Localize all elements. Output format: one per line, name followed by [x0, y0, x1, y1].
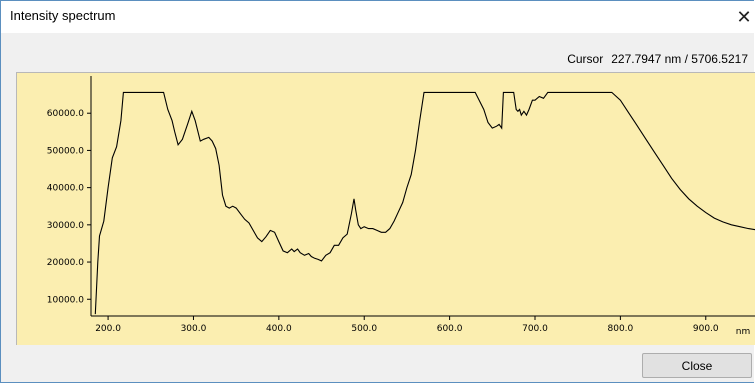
spectrum-chart-svg: 10000.0 20000.0 30000.0 40000.0 50000.0 60000… [47, 76, 755, 337]
y-tick-label: 20000.0 [47, 258, 84, 268]
x-tick-label: 200.0 [95, 324, 121, 334]
close-button[interactable]: Close [642, 353, 752, 378]
cursor-label: Cursor [567, 52, 604, 66]
close-icon[interactable]: ✕ [736, 7, 752, 27]
y-tick-label: 40000.0 [47, 184, 84, 194]
x-tick-label: 900.0 [693, 324, 719, 334]
title-bar: Intensity spectrum ✕ [1, 1, 755, 33]
x-tick-label: 600.0 [437, 324, 463, 334]
y-tick-label: 50000.0 [47, 146, 84, 156]
y-tick-label: 30000.0 [47, 221, 84, 231]
x-tick-label: 400.0 [266, 324, 292, 334]
spectrum-series-line [94, 91, 755, 315]
x-axis-unit-label: nm [736, 327, 750, 337]
x-tick-label: 800.0 [608, 324, 634, 334]
cursor-readout: Cursor 227.7947 nm / 5706.5217 [559, 52, 748, 66]
y-tick-label: 10000.0 [47, 295, 84, 305]
window-title: Intensity spectrum [10, 8, 116, 23]
spectrum-plot[interactable]: 10000.0 20000.0 30000.0 40000.0 50000.0 60000… [16, 72, 755, 345]
x-tick-label: 700.0 [522, 324, 548, 334]
y-tick-label: 60000.0 [47, 109, 84, 119]
x-tick-label: 500.0 [351, 324, 377, 334]
x-tick-label: 300.0 [181, 324, 207, 334]
cursor-value: 227.7947 nm / 5706.5217 [611, 52, 748, 66]
